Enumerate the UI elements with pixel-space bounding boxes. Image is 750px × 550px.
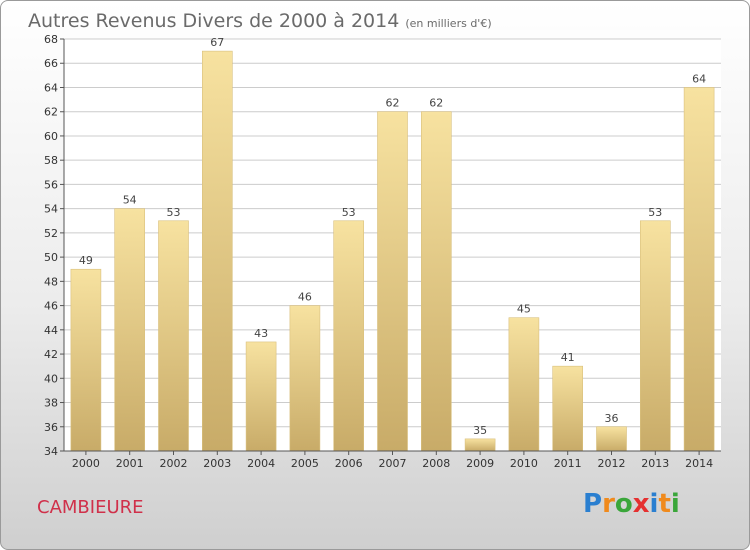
bar-value-label: 53 — [167, 206, 181, 219]
y-tick-label: 46 — [44, 300, 58, 313]
logo-letter: t — [658, 489, 671, 519]
y-tick-label: 38 — [44, 397, 58, 410]
bar — [420, 111, 452, 452]
bar — [552, 365, 584, 452]
bar-value-label: 36 — [605, 412, 619, 425]
x-tick-label: 2011 — [554, 457, 582, 470]
bar-value-label: 54 — [123, 194, 137, 207]
bar — [377, 111, 408, 452]
bar-value-label: 41 — [561, 351, 575, 364]
bar-value-label: 45 — [517, 303, 531, 316]
bar — [158, 220, 189, 452]
logo-letter: r — [602, 489, 615, 519]
bar — [289, 305, 321, 452]
bar — [333, 220, 365, 452]
logo-letter: i — [649, 489, 659, 519]
y-tick-label: 54 — [44, 203, 58, 216]
y-tick-label: 42 — [44, 348, 58, 361]
x-tick-label: 2003 — [203, 457, 231, 470]
y-tick-label: 62 — [44, 106, 58, 119]
y-tick-label: 36 — [44, 421, 58, 434]
x-tick-label: 2013 — [641, 457, 669, 470]
bar — [202, 50, 233, 452]
bar — [464, 438, 496, 452]
x-tick-label: 2007 — [379, 457, 407, 470]
y-tick-label: 68 — [44, 33, 58, 46]
chart-title: Autres Revenus Divers de 2000 à 2014 (en … — [28, 10, 492, 32]
bar — [114, 208, 145, 452]
bar — [70, 268, 102, 452]
bar — [639, 220, 671, 452]
x-tick-label: 2000 — [72, 457, 100, 470]
bar-value-label: 35 — [473, 424, 487, 437]
x-tick-label: 2009 — [466, 457, 494, 470]
y-tick-label: 52 — [44, 227, 58, 240]
logo-letter: x — [632, 489, 650, 519]
bar-value-label: 64 — [692, 72, 706, 85]
x-tick-label: 2008 — [422, 457, 450, 470]
y-tick-label: 48 — [44, 275, 58, 288]
y-tick-label: 50 — [44, 251, 58, 264]
logo-letter: i — [670, 489, 680, 519]
proxiti-logo[interactable]: Proxiti — [583, 489, 680, 519]
bar-value-label: 49 — [79, 254, 93, 267]
x-tick-label: 2010 — [510, 457, 538, 470]
y-tick-label: 34 — [44, 445, 58, 458]
logo-letter: o — [614, 489, 633, 519]
y-tick-label: 44 — [44, 324, 58, 337]
y-tick-label: 40 — [44, 372, 58, 385]
bar — [683, 87, 715, 452]
bar-value-label: 67 — [210, 36, 224, 49]
x-tick-label: 2001 — [116, 457, 144, 470]
x-tick-label: 2004 — [247, 457, 275, 470]
chart-title-main: Autres Revenus Divers de 2000 à 2014 — [28, 10, 400, 32]
bar-value-label: 62 — [429, 97, 443, 110]
y-tick-label: 66 — [44, 57, 58, 70]
bar — [508, 317, 540, 452]
chart-subtitle: (en milliers d'€) — [405, 17, 492, 30]
x-tick-label: 2012 — [598, 457, 626, 470]
bar-value-label: 53 — [648, 206, 662, 219]
y-tick-label: 58 — [44, 154, 58, 167]
bar-value-label: 46 — [298, 291, 312, 304]
logo-letter: P — [583, 489, 603, 519]
x-tick-label: 2002 — [160, 457, 188, 470]
bar-value-label: 43 — [254, 327, 268, 340]
x-tick-label: 2014 — [685, 457, 713, 470]
bar — [596, 426, 627, 452]
bar-value-label: 62 — [386, 97, 400, 110]
commune-name: CAMBIEURE — [37, 497, 144, 518]
x-tick-label: 2006 — [335, 457, 363, 470]
bar — [245, 341, 277, 452]
y-tick-label: 56 — [44, 178, 58, 191]
y-tick-label: 64 — [44, 81, 58, 94]
x-tick-label: 2005 — [291, 457, 319, 470]
bar-value-label: 53 — [342, 206, 356, 219]
y-tick-label: 60 — [44, 130, 58, 143]
